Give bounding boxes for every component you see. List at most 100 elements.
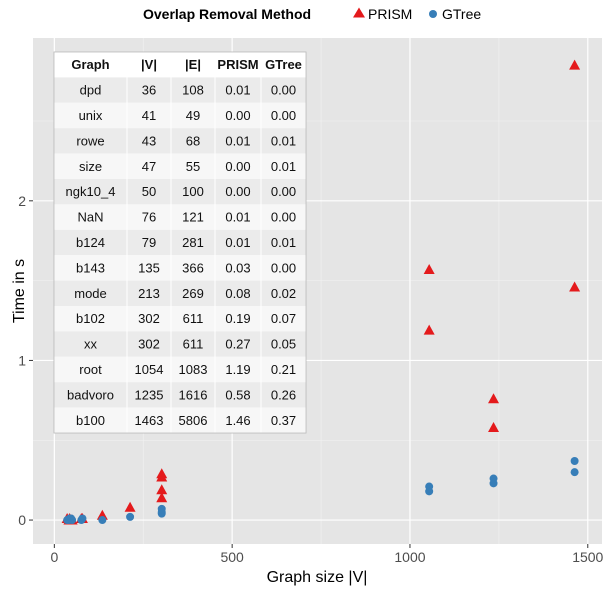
table-cell: 0.21	[271, 362, 296, 377]
table-cell: 0.00	[271, 108, 296, 123]
table-row: xx 302 611 0.27 0.05	[54, 331, 306, 356]
table-cell: 0.01	[225, 133, 250, 148]
table-cell: 302	[138, 311, 160, 326]
table-cell: 281	[182, 235, 204, 250]
y-tick-label: 0	[18, 512, 26, 528]
table-header-cell: |E|	[185, 57, 201, 72]
table-cell: 0.08	[225, 286, 250, 301]
table-cell: 0.00	[225, 108, 250, 123]
table-cell: 0.01	[271, 235, 296, 250]
table-row: root 1054 1083 1.19 0.21	[54, 357, 306, 382]
table-cell: b100	[76, 413, 105, 428]
table-cell: 100	[182, 184, 204, 199]
table-cell: 0.07	[271, 311, 296, 326]
table-row: size 47 55 0.00 0.01	[54, 154, 306, 179]
table-cell: 41	[142, 108, 156, 123]
table-cell: NaN	[77, 210, 103, 225]
table-cell: 55	[186, 159, 200, 174]
table-cell: 0.00	[271, 184, 296, 199]
table-cell: rowe	[76, 133, 104, 148]
table-cell: 1.46	[225, 413, 250, 428]
table-cell: 269	[182, 286, 204, 301]
table-cell: 68	[186, 133, 200, 148]
table-cell: 1616	[179, 387, 208, 402]
table-row: b143 135 366 0.03 0.00	[54, 255, 306, 280]
table-cell: badvoro	[67, 387, 114, 402]
table-cell: 0.05	[271, 337, 296, 352]
table-cell: unix	[79, 108, 103, 123]
table-row: ngk10_4 50 100 0.00 0.00	[54, 179, 306, 204]
table-cell: 1463	[135, 413, 164, 428]
table-cell: 36	[142, 83, 156, 98]
table-cell: dpd	[80, 83, 102, 98]
table-cell: 611	[183, 311, 204, 326]
table-cell: 0.19	[225, 311, 250, 326]
legend: Overlap Removal Method PRISM GTree	[143, 6, 481, 22]
table-cell: ngk10_4	[66, 184, 116, 199]
table-row: mode 213 269 0.08 0.02	[54, 281, 306, 306]
table-cell: 0.01	[225, 210, 250, 225]
table-cell: 0.37	[271, 413, 296, 428]
table-header-row: Graph |V| |E| PRISM GTree	[54, 52, 306, 77]
table-cell: mode	[74, 286, 107, 301]
table-cell: 302	[138, 337, 160, 352]
table-cell: 0.00	[225, 159, 250, 174]
table-cell: 49	[186, 108, 200, 123]
table-cell: xx	[84, 337, 98, 352]
table-cell: 0.26	[271, 387, 296, 402]
table-cell: 0.00	[225, 184, 250, 199]
table-cell: 47	[142, 159, 156, 174]
x-tick-label: 1000	[394, 549, 425, 565]
table-row: NaN 76 121 0.01 0.00	[54, 204, 306, 229]
table-header-cell: Graph	[71, 57, 109, 72]
table-cell: 1054	[135, 362, 164, 377]
table-cell: 1235	[135, 387, 164, 402]
table-cell: 121	[182, 210, 204, 225]
table-cell: 5806	[179, 413, 208, 428]
table-row: badvoro 1235 1616 0.58 0.26	[54, 382, 306, 407]
table-header-cell: GTree	[265, 57, 302, 72]
y-axis-title: Time in s	[11, 259, 28, 323]
table-cell: 0.00	[271, 260, 296, 275]
table-cell: b124	[76, 235, 105, 250]
table-header-cell: |V|	[141, 57, 157, 72]
table-row: b102 302 611 0.19 0.07	[54, 306, 306, 331]
point-gtree	[126, 513, 134, 521]
table-cell: 135	[138, 260, 160, 275]
x-axis-title: Graph size |V|	[267, 569, 368, 586]
point-gtree	[78, 514, 86, 522]
table-cell: 0.58	[225, 387, 250, 402]
point-gtree	[158, 510, 166, 518]
legend-gtree-label: GTree	[442, 6, 481, 22]
table-cell: 43	[142, 133, 156, 148]
table-cell: b143	[76, 260, 105, 275]
table-cell: 0.00	[271, 83, 296, 98]
table-cell: 0.01	[225, 83, 250, 98]
point-gtree	[490, 479, 498, 487]
table-row: b124 79 281 0.01 0.01	[54, 230, 306, 255]
point-gtree	[68, 516, 76, 524]
table-cell: b102	[76, 311, 105, 326]
table-cell: 1.19	[225, 362, 250, 377]
table-cell: 79	[142, 235, 156, 250]
table-cell: 611	[183, 337, 204, 352]
x-tick-label: 0	[50, 549, 58, 565]
table-header-cell: PRISM	[217, 57, 258, 72]
legend-title: Overlap Removal Method	[143, 6, 311, 22]
table-cell: 76	[142, 210, 156, 225]
legend-prism-marker	[353, 8, 365, 18]
point-gtree	[571, 468, 579, 476]
table-cell: 213	[138, 286, 160, 301]
table-cell: size	[79, 159, 102, 174]
point-gtree	[425, 487, 433, 495]
table-cell: 0.02	[271, 286, 296, 301]
table-cell: 0.01	[225, 235, 250, 250]
x-tick-label: 500	[220, 549, 244, 565]
table-cell: root	[79, 362, 102, 377]
table-cell: 0.01	[271, 133, 296, 148]
table-cell: 0.03	[225, 260, 250, 275]
legend-gtree-marker	[429, 10, 437, 18]
legend-prism-label: PRISM	[368, 6, 412, 22]
data-table: Graph |V| |E| PRISM GTreedpd 36 108 0.01 0.00uni…	[54, 52, 306, 433]
y-tick-label: 1	[18, 352, 26, 368]
